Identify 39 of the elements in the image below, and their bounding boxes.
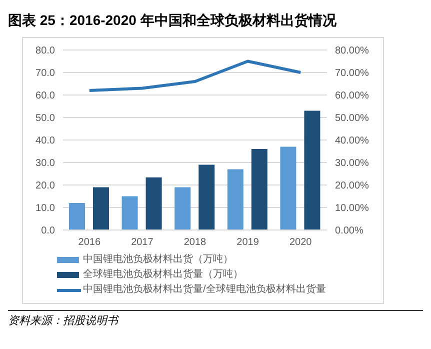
bar xyxy=(280,146,296,230)
bar xyxy=(198,164,215,230)
x-tick-label: 2019 xyxy=(236,237,260,248)
y-tick-label: 20.0 xyxy=(36,180,56,192)
y-tick-label: 70.0 xyxy=(36,68,56,80)
x-tick-label: 2016 xyxy=(78,237,101,248)
y2-tick-label: 50.00% xyxy=(335,113,370,124)
y2-tick-label: 30.00% xyxy=(335,158,370,170)
chart-title: 图表 25：2016-2020 年中国和全球负极材料出货情况 xyxy=(8,8,423,37)
y-tick-label: 40.0 xyxy=(36,136,56,147)
bar xyxy=(227,169,244,230)
bar xyxy=(251,149,268,230)
y-tick-label: 80.0 xyxy=(36,46,56,57)
y-tick-label: 0.0 xyxy=(41,226,56,237)
y2-tick-label: 80.00% xyxy=(335,46,370,57)
y2-tick-label: 40.00% xyxy=(335,136,370,147)
x-tick-label: 2018 xyxy=(184,237,207,248)
legend-label: 中国锂电池负极材料出货（万吨） xyxy=(83,252,233,267)
bar xyxy=(146,177,162,230)
x-tick-label: 2020 xyxy=(289,237,312,248)
y-tick-label: 60.0 xyxy=(36,90,56,102)
y-tick-label: 10.0 xyxy=(36,203,56,214)
x-tick-label: 2017 xyxy=(131,237,154,248)
y-tick-label: 50.0 xyxy=(36,113,56,124)
y2-tick-label: 60.00% xyxy=(335,90,370,102)
y2-tick-label: 70.00% xyxy=(335,68,370,80)
line-series xyxy=(88,60,302,92)
text: 资料来源：招股说明书 xyxy=(8,313,423,328)
y2-tick-label: 10.00% xyxy=(335,203,370,214)
bar xyxy=(122,196,138,230)
bar xyxy=(69,203,85,230)
bar xyxy=(304,110,320,230)
bar xyxy=(174,187,191,230)
legend-label: 全球锂电池负极材料出货量（万吨） xyxy=(83,268,243,282)
y-tick-label: 30.0 xyxy=(36,158,56,170)
y2-tick-label: 0.00% xyxy=(335,226,364,237)
legend-label: 中国锂电池负极材料出货量/全球锂电池负极材料出货量 xyxy=(83,282,326,297)
bar xyxy=(93,187,109,230)
y2-tick-label: 20.00% xyxy=(335,180,370,192)
